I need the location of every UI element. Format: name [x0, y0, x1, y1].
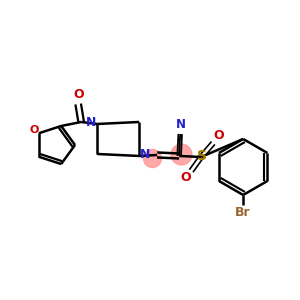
- Text: Br: Br: [236, 206, 251, 220]
- Text: O: O: [29, 125, 38, 135]
- Text: S: S: [197, 149, 207, 163]
- Text: O: O: [74, 88, 85, 101]
- Text: O: O: [214, 130, 224, 142]
- Text: N: N: [86, 116, 96, 130]
- Text: O: O: [181, 172, 191, 184]
- Text: N: N: [140, 148, 150, 161]
- Text: N: N: [176, 118, 186, 131]
